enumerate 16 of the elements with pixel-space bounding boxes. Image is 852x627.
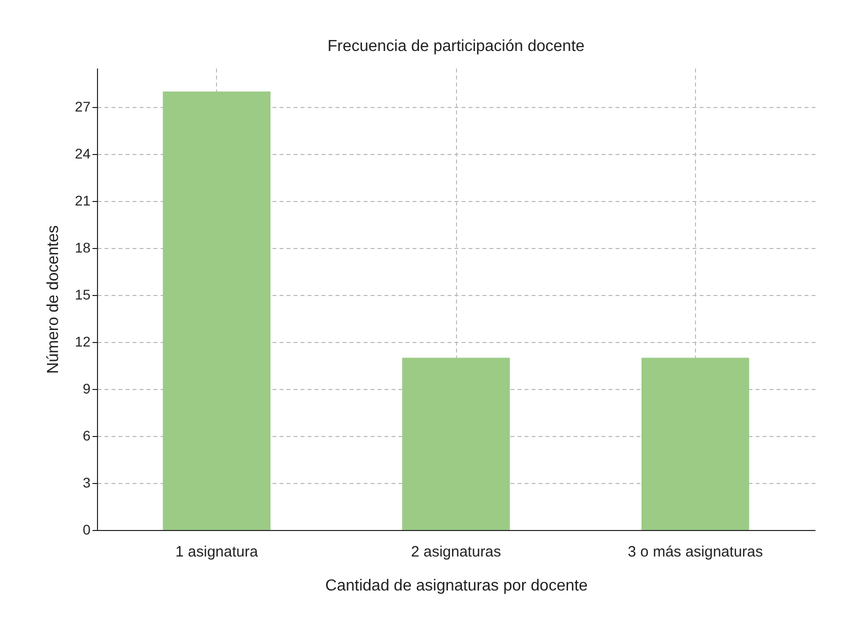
- y-tick-label: 12: [74, 334, 91, 350]
- y-tick-label: 27: [74, 98, 91, 115]
- y-tick-label: 24: [74, 146, 91, 162]
- y-tick-label: 21: [74, 192, 91, 209]
- x-tick-label: 1 asignatura: [175, 544, 259, 560]
- y-tick-label: 6: [82, 428, 91, 444]
- y-tick-label: 15: [74, 286, 91, 303]
- x-tick-label: 2 asignaturas: [410, 544, 502, 560]
- y-tick-label: 18: [74, 240, 91, 256]
- x-axis-title: Cantidad de asignaturas por docente: [325, 578, 588, 594]
- y-tick-label: 3: [82, 474, 91, 491]
- chart-title: Frecuencia de participación docente: [327, 38, 585, 55]
- y-axis-title: Número de docentes: [44, 225, 62, 374]
- y-tick-label: 0: [82, 522, 91, 538]
- x-tick-label: 3 o más asignaturas: [628, 544, 763, 560]
- y-tick-label: 9: [82, 380, 91, 397]
